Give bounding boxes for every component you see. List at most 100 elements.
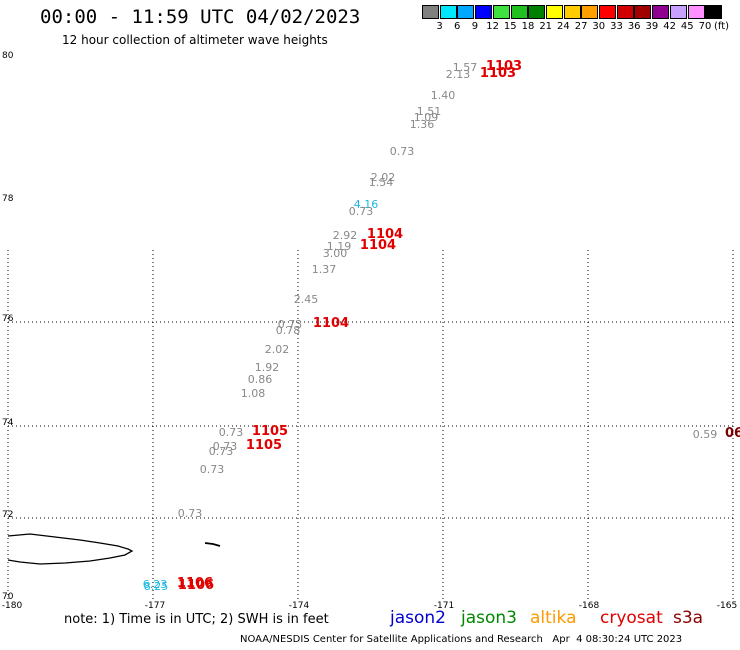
time-label: 06 (724, 426, 740, 441)
time-label: 1106 (176, 576, 214, 591)
scale-label: 9 (471, 21, 479, 32)
satellite-jason3: jason3 (461, 608, 517, 628)
time-label: 1105 (251, 424, 289, 439)
wave-height-label: 2.13 (445, 68, 471, 81)
time-label: 1104 (359, 238, 397, 253)
scale-label: 36 (627, 21, 641, 32)
satellite-jason2: jason2 (390, 608, 446, 628)
scale-swatch (687, 5, 705, 19)
wave-height-label: 2.02 (370, 171, 396, 184)
scale-swatch (510, 5, 528, 19)
scale-label: 30 (592, 21, 606, 32)
wave-height-label: 0.73 (389, 145, 415, 158)
time-label: 1103 (485, 59, 523, 74)
lat-label: 80 (2, 51, 14, 61)
time-label: 1103 (479, 66, 517, 81)
wave-height-label: 1.09 (413, 111, 439, 124)
wave-height-label: 1.51 (416, 105, 442, 118)
scale-swatch (439, 5, 457, 19)
wave-height-label: 0.73 (348, 205, 374, 218)
wave-height-label: 0.73 (177, 507, 203, 520)
time-label: 1105 (245, 438, 283, 453)
scale-swatch (457, 5, 475, 19)
scale-label: 15 (503, 21, 517, 32)
satellite-cryosat: cryosat (600, 608, 663, 628)
page-subtitle: 12 hour collection of altimeter wave hei… (62, 33, 328, 47)
scale-swatch (475, 5, 493, 19)
wave-height-label: 1.57 (452, 61, 478, 74)
scale-swatch (616, 5, 634, 19)
wave-height-label: 0.59 (692, 428, 718, 441)
footer-credit: NOAA/NESDIS Center for Satellite Applica… (240, 634, 543, 645)
wave-height-label: 6.23 (142, 578, 168, 591)
lat-label: 74 (2, 418, 14, 428)
legend-note: note: 1) Time is in UTC; 2) SWH is in fe… (64, 612, 329, 627)
lon-label: -171 (433, 601, 455, 611)
scale-swatch (563, 5, 581, 19)
page-title: 00:00 - 11:59 UTC 04/02/2023 (40, 6, 361, 28)
wave-height-label: 0.73 (277, 318, 303, 331)
scale-label: 12 (486, 21, 499, 32)
islet (204, 542, 221, 547)
wave-height-label: 8.25 (143, 580, 169, 593)
wave-height-label: 2.02 (264, 343, 290, 356)
scale-label: 21 (539, 21, 553, 32)
scale-label: 33 (610, 21, 623, 32)
scale-swatch (634, 5, 652, 19)
lat-label: 76 (2, 314, 14, 324)
scale-swatch (422, 5, 439, 19)
wave-height-label: 2.45 (293, 293, 319, 306)
coastline (7, 533, 134, 565)
wave-height-label: 0.78 (275, 324, 301, 337)
wave-height-label: 1.08 (240, 387, 266, 400)
scale-label: 39 (645, 21, 659, 32)
scale-label: 45 (680, 21, 694, 32)
satellite-s3a: s3a (673, 608, 704, 628)
wave-height-label: 1.54 (368, 176, 394, 189)
lon-label: -177 (144, 601, 166, 611)
wave-height-label: 4.16 (353, 198, 379, 211)
scale-unit: (ft) (714, 21, 730, 32)
wave-height-label: 1.19 (326, 240, 352, 253)
wave-height-label: 1.92 (254, 361, 280, 374)
scale-label: 18 (521, 21, 535, 32)
wave-height-label: 0.86 (247, 373, 273, 386)
wave-height-label: 0.73 (199, 463, 225, 476)
lon-label: -168 (578, 601, 600, 611)
scale-swatch (581, 5, 599, 19)
time-label: 1104 (312, 316, 350, 331)
time-label: 1104 (366, 227, 404, 242)
scale-label: 27 (574, 21, 588, 32)
footer-timestamp: Apr 4 08:30:24 UTC 2023 (552, 634, 683, 645)
scale-swatch (705, 5, 723, 19)
scale-swatch (545, 5, 563, 19)
scale-label: 24 (557, 21, 570, 32)
wave-height-label: 0.73 (208, 445, 234, 458)
wave-height-label: 0.73 (218, 426, 244, 439)
lat-label: 70 (2, 592, 14, 602)
lon-label: -174 (288, 601, 310, 611)
lon-label: -180 (1, 601, 23, 611)
scale-swatch (599, 5, 616, 19)
lat-label: 72 (2, 510, 14, 520)
wave-height-label: 1.37 (311, 263, 337, 276)
scale-label: 42 (663, 21, 676, 32)
wave-height-label: 3.00 (322, 247, 348, 260)
lat-label: 78 (2, 194, 14, 204)
scale-swatch (652, 5, 670, 19)
scale-label: 70 (698, 21, 712, 32)
scale-swatch (669, 5, 687, 19)
wave-height-label: 1.40 (430, 89, 456, 102)
satellite-altika: altika (530, 608, 577, 628)
footer: NOAA/NESDIS Center for Satellite Applica… (240, 634, 682, 645)
scale-label: 3 (436, 21, 443, 32)
time-label: 1106 (177, 578, 215, 593)
wave-height-label: 0.73 (212, 440, 238, 453)
lon-label: -165 (716, 601, 738, 611)
scale-label: 6 (454, 21, 461, 32)
wave-height-label: 1.36 (409, 118, 435, 131)
scale-swatch (528, 5, 546, 19)
scale-swatch (492, 5, 510, 19)
